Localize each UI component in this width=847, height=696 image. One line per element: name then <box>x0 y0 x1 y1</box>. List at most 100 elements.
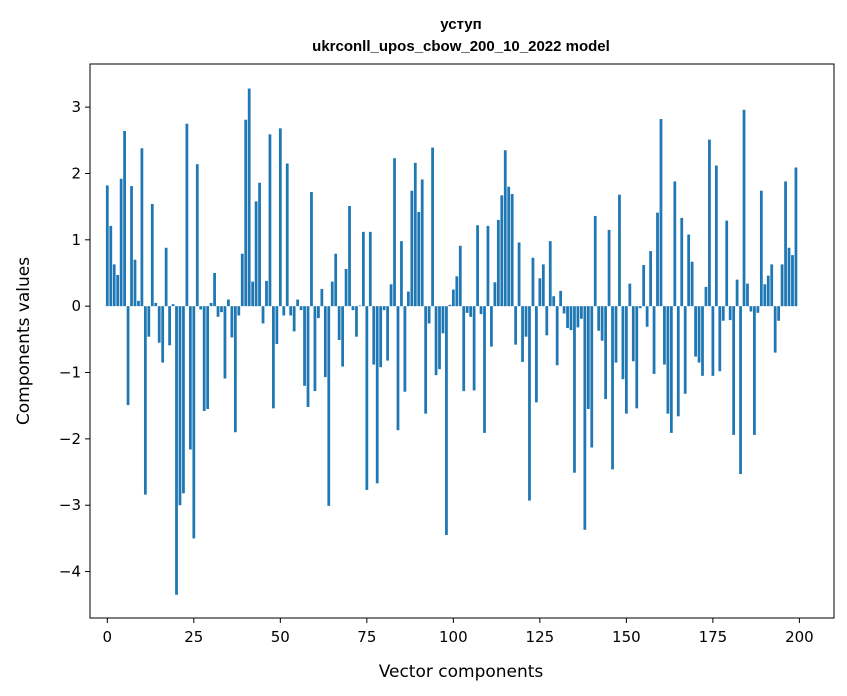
bar <box>448 304 452 307</box>
bar <box>268 134 272 307</box>
bar <box>126 306 130 406</box>
bar <box>386 306 389 361</box>
bar <box>732 306 736 435</box>
bar <box>337 306 341 341</box>
bar <box>396 306 400 431</box>
bar <box>586 306 590 410</box>
bar <box>777 306 781 321</box>
bar <box>493 282 497 307</box>
bar <box>296 299 300 307</box>
bar <box>607 229 611 307</box>
bar <box>673 181 677 307</box>
bar <box>150 203 154 307</box>
bar <box>351 306 355 311</box>
bar <box>417 211 421 307</box>
bar <box>171 304 175 307</box>
bar <box>784 181 787 307</box>
x-axis-label: Vector components <box>379 662 544 682</box>
bar <box>275 306 279 344</box>
bar <box>555 306 559 366</box>
bar <box>137 300 140 307</box>
bar <box>517 242 521 307</box>
bar <box>400 241 403 307</box>
x-tick-label: 125 <box>526 628 555 646</box>
y-tick-label: 0 <box>71 297 81 315</box>
bar <box>476 225 479 307</box>
x-tick-label: 150 <box>612 628 641 646</box>
bar <box>514 306 518 345</box>
y-tick-label: −3 <box>59 496 81 514</box>
bar <box>240 253 244 307</box>
bar <box>265 280 268 307</box>
bar <box>690 261 694 307</box>
y-tick-label: −4 <box>59 563 81 581</box>
bar <box>631 306 635 362</box>
bar <box>178 306 182 506</box>
bar <box>306 306 310 408</box>
bar <box>600 306 604 341</box>
bar <box>327 306 331 506</box>
bar <box>604 306 607 400</box>
bar <box>718 306 722 372</box>
bar <box>358 305 362 307</box>
bar <box>206 306 210 410</box>
bar <box>569 306 573 331</box>
bar <box>237 306 241 316</box>
bar <box>500 195 504 307</box>
bar <box>753 306 756 435</box>
bar <box>721 306 725 321</box>
bar <box>593 215 597 307</box>
bar <box>746 283 749 307</box>
y-tick-label: 1 <box>71 231 81 249</box>
bar <box>233 306 237 433</box>
bar <box>541 264 545 307</box>
bar <box>303 306 306 386</box>
x-tick-label: 175 <box>699 628 728 646</box>
x-tick-label: 200 <box>785 628 814 646</box>
bar <box>496 219 500 307</box>
x-axis-ticks: 0 25 50 75 100 125 150 175 200 <box>103 618 814 646</box>
bar <box>382 306 386 311</box>
bar <box>455 276 459 307</box>
bar <box>310 192 313 307</box>
bar <box>659 119 663 307</box>
bar <box>510 194 514 307</box>
bar <box>780 264 784 307</box>
bar <box>479 306 483 315</box>
bar <box>638 306 642 309</box>
bar <box>389 284 393 307</box>
bar <box>209 302 213 307</box>
plot-frame <box>89 63 835 619</box>
bar <box>483 306 486 433</box>
bar <box>535 306 538 403</box>
bar <box>130 186 133 307</box>
bar <box>427 306 431 324</box>
bar <box>559 290 563 307</box>
bar <box>185 123 189 307</box>
bar <box>791 255 794 307</box>
bar <box>614 306 618 363</box>
bar <box>507 186 511 307</box>
bar <box>669 306 673 433</box>
bar <box>676 306 680 417</box>
bar <box>458 245 462 307</box>
bar <box>656 212 659 307</box>
bar <box>714 165 718 307</box>
bar <box>763 284 767 307</box>
bar <box>438 306 441 370</box>
bar <box>611 306 614 470</box>
bar <box>413 162 417 307</box>
bar <box>161 306 165 363</box>
y-axis-ticks: −4 −3 −2 −1 0 1 2 3 <box>59 98 90 581</box>
bar <box>441 306 445 334</box>
chart-title: уступ <box>440 16 481 33</box>
bar <box>694 306 697 357</box>
bar <box>140 148 144 307</box>
bar <box>112 264 116 307</box>
bar <box>334 253 338 307</box>
bar <box>154 302 158 307</box>
bar <box>583 306 587 530</box>
bar <box>195 164 199 307</box>
bar <box>728 306 732 321</box>
bar <box>410 190 414 307</box>
